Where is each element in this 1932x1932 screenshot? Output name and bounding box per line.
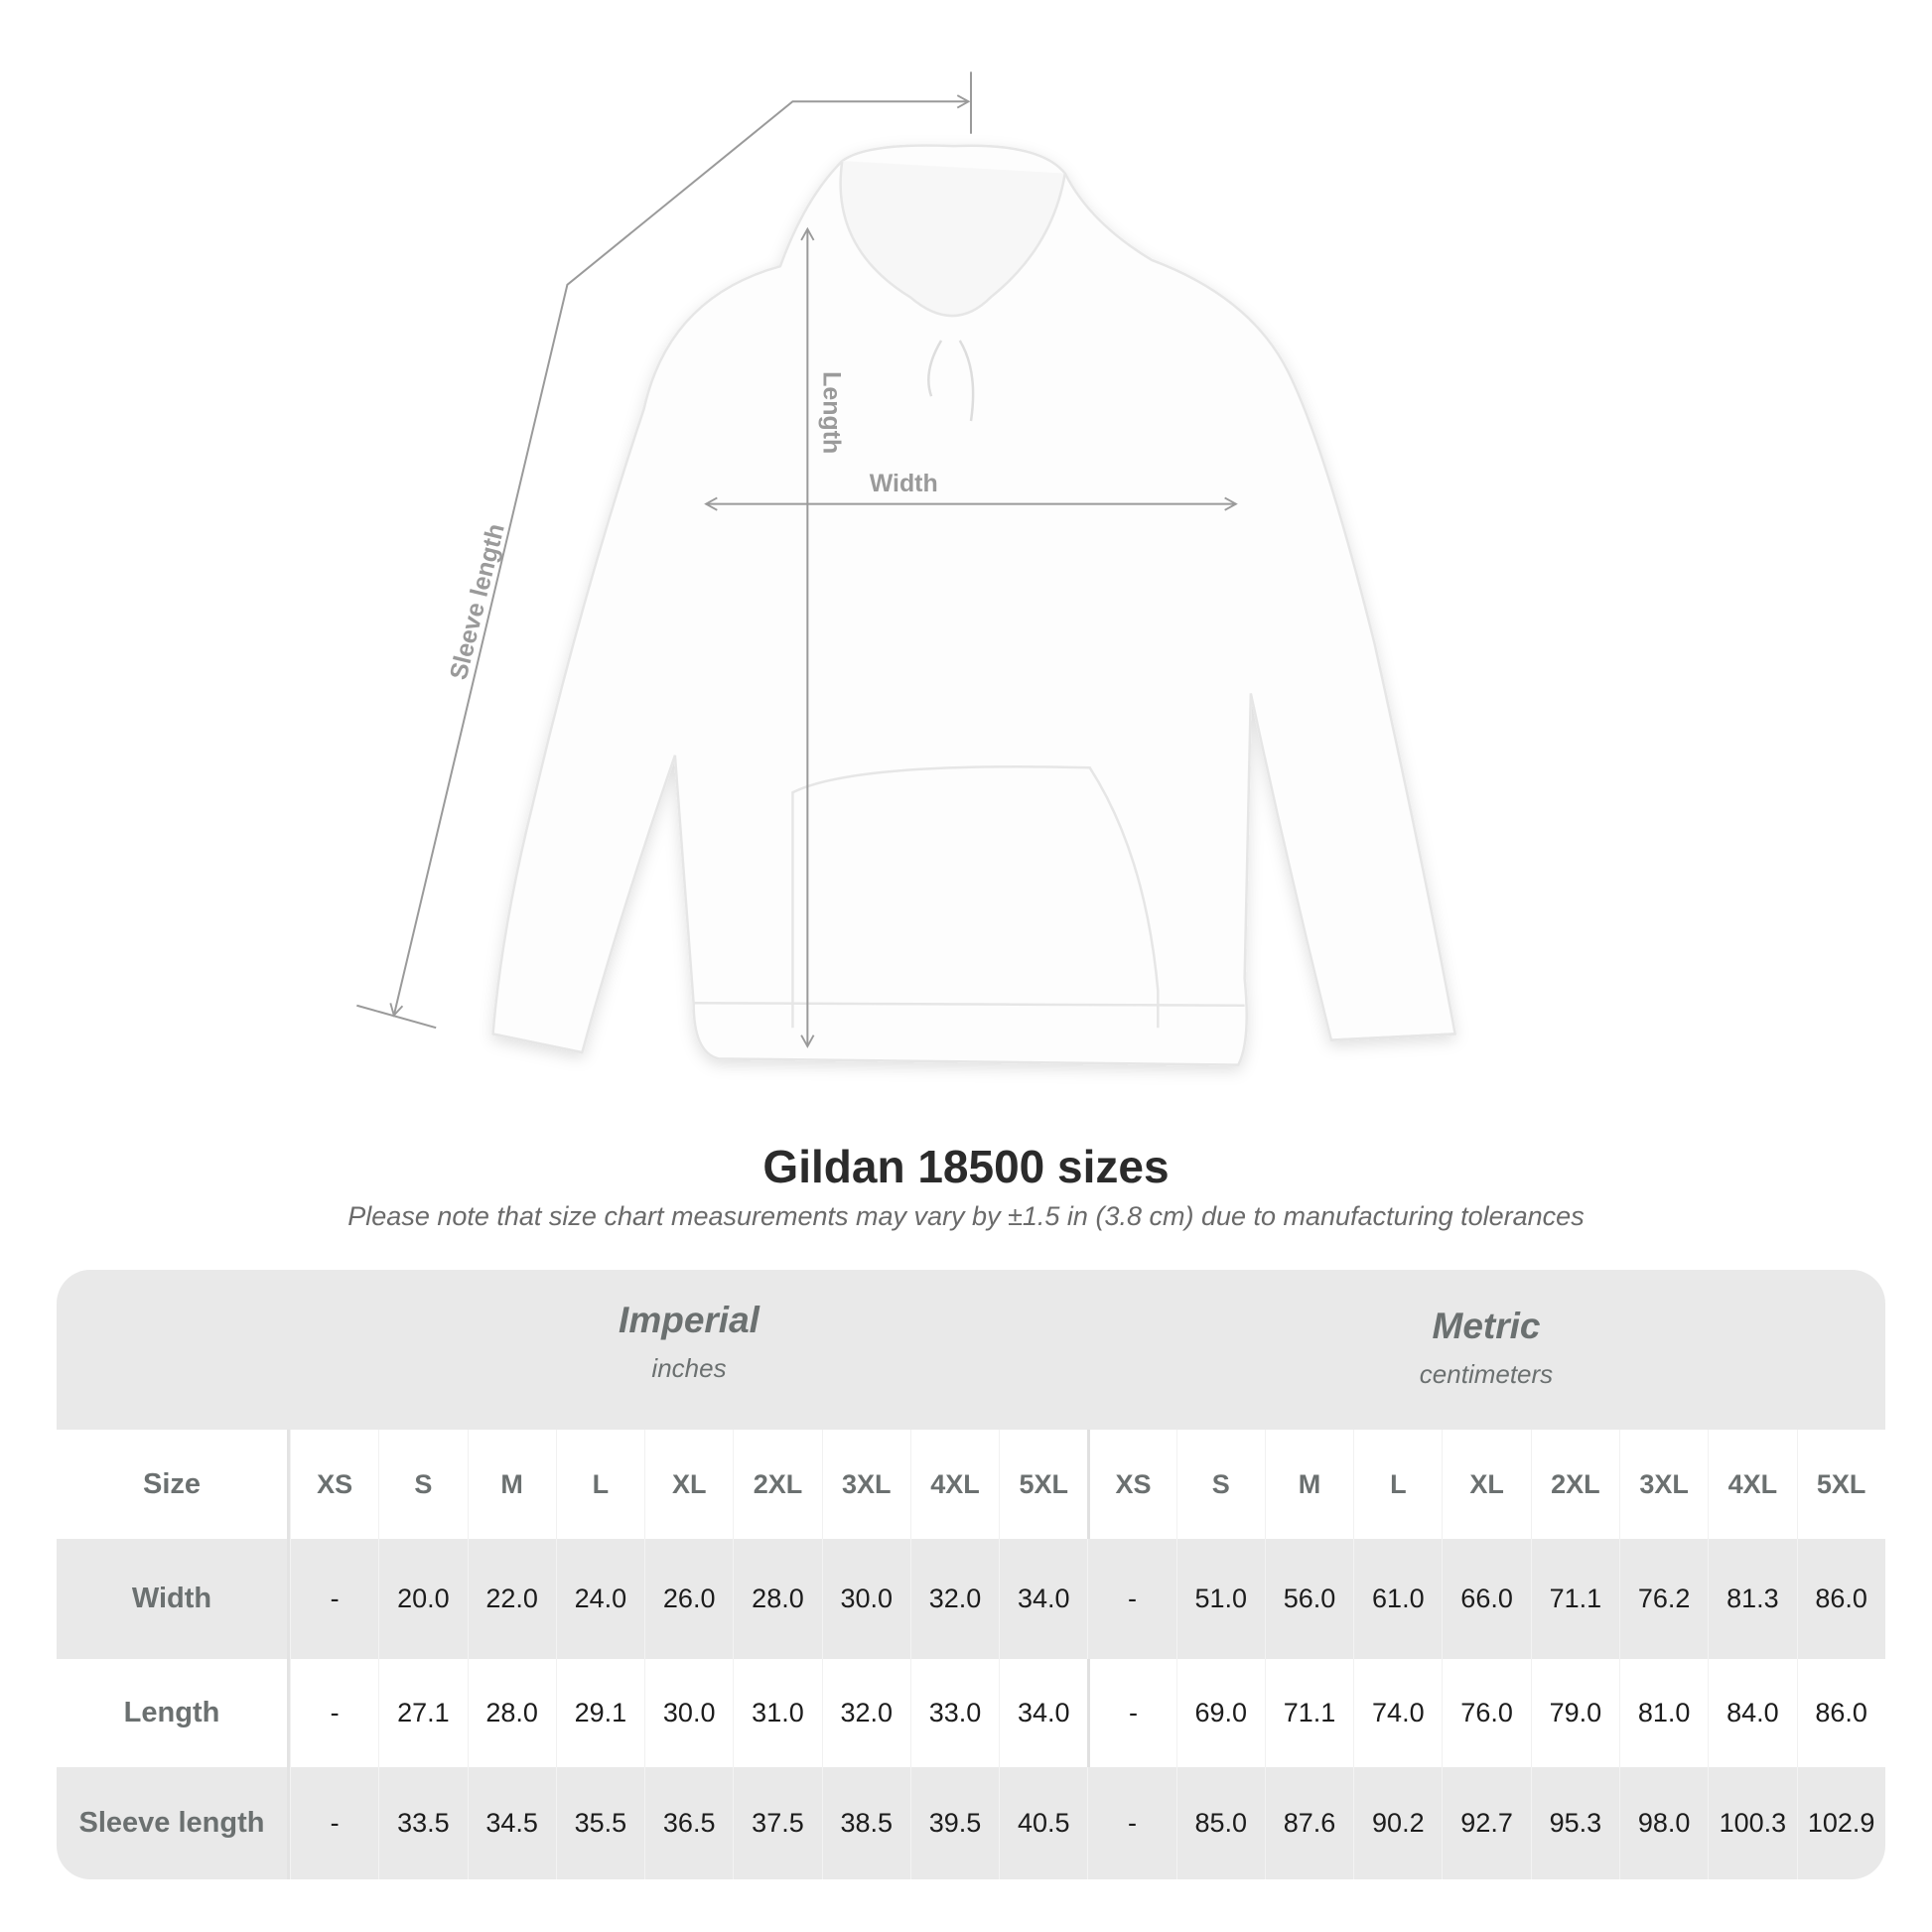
metric-value-cell: 74.0 [1353, 1659, 1442, 1767]
imperial-size-header: XS [290, 1430, 378, 1539]
metric-value-cell: 102.9 [1796, 1767, 1885, 1879]
hoodie-measurement-diagram: Sleeve length Length Width [356, 71, 1457, 1066]
imperial-value-cell: 28.0 [733, 1539, 821, 1659]
table-row-size: Size XS S M L XL 2XL 3XL 4XL 5XL XS S M L XL 2XL 3XL 4XL 5… [57, 1430, 1885, 1539]
metric-size-header: 2XL [1530, 1430, 1619, 1539]
metric-size-header: 3XL [1618, 1430, 1708, 1539]
metric-value-cell: - [1087, 1767, 1175, 1879]
row-label: Sleeve length [57, 1767, 290, 1879]
imperial-value-cell: 27.1 [378, 1659, 467, 1767]
sleeve-length-line [389, 94, 971, 1018]
imperial-size-header: 4XL [909, 1430, 999, 1539]
imperial-value-cell: 38.5 [821, 1767, 910, 1879]
imperial-title: Imperial [619, 1300, 759, 1340]
length-label: Length [818, 371, 846, 454]
metric-value-cell: 79.0 [1530, 1659, 1619, 1767]
imperial-value-cell: 35.5 [555, 1767, 644, 1879]
metric-size-header: M [1264, 1430, 1353, 1539]
table-row-width: Width -20.0 22.0 24.0 26.0 28.0 30.0 32.0 34.0-5… [57, 1539, 1885, 1659]
size-table: Imperial inches Metric centimeters Size X… [57, 1270, 1885, 1879]
imperial-size-header: 2XL [733, 1430, 821, 1539]
metric-size-header: L [1353, 1430, 1442, 1539]
imperial-value-cell: 24.0 [555, 1539, 644, 1659]
table-header-band [57, 1270, 1885, 1430]
width-label: Width [870, 470, 938, 497]
imperial-value-cell: - [290, 1767, 378, 1879]
imperial-unit: inches [651, 1353, 727, 1383]
imperial-value-cell: 37.5 [733, 1767, 821, 1879]
metric-value-cell: 92.7 [1442, 1767, 1530, 1879]
metric-value-cell: 81.0 [1618, 1659, 1708, 1767]
metric-unit: centimeters [1419, 1359, 1554, 1389]
imperial-value-cell: 28.0 [467, 1659, 556, 1767]
imperial-value-cell: 26.0 [644, 1539, 733, 1659]
imperial-value-cell: 31.0 [733, 1659, 821, 1767]
metric-value-cell: 51.0 [1175, 1539, 1265, 1659]
metric-size-header: XL [1442, 1430, 1530, 1539]
imperial-value-cell: 30.0 [821, 1539, 910, 1659]
metric-value-cell: - [1087, 1539, 1175, 1659]
imperial-value-cell: 40.5 [999, 1767, 1087, 1879]
imperial-group: Imperial inches [290, 1300, 1088, 1384]
metric-value-cell: 61.0 [1353, 1539, 1442, 1659]
imperial-size-header: 5XL [999, 1430, 1087, 1539]
table-row-length: Length -27.1 28.0 29.1 30.0 31.0 32.0 33.0 34.0-… [57, 1659, 1885, 1767]
metric-value-cell: 56.0 [1264, 1539, 1353, 1659]
imperial-value-cell: 29.1 [555, 1659, 644, 1767]
imperial-value-cell: 32.0 [909, 1539, 999, 1659]
imperial-size-header: 3XL [821, 1430, 910, 1539]
metric-size-header: XS [1087, 1430, 1175, 1539]
imperial-value-cell: 20.0 [378, 1539, 467, 1659]
row-label: Width [57, 1539, 290, 1659]
table-row-sleeve-length: Sleeve length -33.5 34.5 35.5 36.5 37.5 38.5 39… [57, 1767, 1885, 1879]
sleeve-bottom-tick [356, 1004, 437, 1030]
imperial-value-cell: 34.0 [999, 1539, 1087, 1659]
imperial-value-cell: 32.0 [821, 1659, 910, 1767]
imperial-value-cell: 39.5 [909, 1767, 999, 1879]
imperial-size-header: L [555, 1430, 644, 1539]
imperial-size-header: M [467, 1430, 556, 1539]
metric-size-header: S [1175, 1430, 1265, 1539]
metric-value-cell: 86.0 [1796, 1539, 1885, 1659]
metric-value-cell: 98.0 [1618, 1767, 1708, 1879]
sleeve-length-label: Sleeve length [445, 521, 510, 683]
metric-value-cell: 71.1 [1530, 1539, 1619, 1659]
page-title: Gildan 18500 sizes [762, 1141, 1170, 1192]
metric-size-header: 4XL [1708, 1430, 1796, 1539]
metric-title: Metric [1432, 1306, 1541, 1346]
metric-size-header: 5XL [1796, 1430, 1885, 1539]
imperial-value-cell: - [290, 1539, 378, 1659]
imperial-value-cell: 30.0 [644, 1659, 733, 1767]
hoodie-image [491, 144, 1457, 1066]
row-label: Length [57, 1659, 290, 1767]
imperial-value-cell: 34.5 [467, 1767, 556, 1879]
metric-value-cell: 100.3 [1708, 1767, 1796, 1879]
metric-group: Metric centimeters [1087, 1306, 1885, 1390]
metric-value-cell: 86.0 [1796, 1659, 1885, 1767]
metric-value-cell: 71.1 [1264, 1659, 1353, 1767]
metric-value-cell: 95.3 [1530, 1767, 1619, 1879]
metric-value-cell: 87.6 [1264, 1767, 1353, 1879]
imperial-value-cell: 22.0 [467, 1539, 556, 1659]
metric-value-cell: 76.0 [1442, 1659, 1530, 1767]
metric-value-cell: 81.3 [1708, 1539, 1796, 1659]
imperial-value-cell: - [290, 1659, 378, 1767]
metric-value-cell: 90.2 [1353, 1767, 1442, 1879]
imperial-value-cell: 34.0 [999, 1659, 1087, 1767]
imperial-value-cell: 33.5 [378, 1767, 467, 1879]
imperial-value-cell: 36.5 [644, 1767, 733, 1879]
row-label: Size [57, 1430, 290, 1539]
measurement-lines [356, 71, 1238, 1048]
tolerance-note: Please note that size chart measurements… [347, 1201, 1585, 1231]
metric-value-cell: 76.2 [1618, 1539, 1708, 1659]
metric-value-cell: 69.0 [1175, 1659, 1265, 1767]
metric-value-cell: 84.0 [1708, 1659, 1796, 1767]
imperial-size-header: XL [644, 1430, 733, 1539]
imperial-value-cell: 33.0 [909, 1659, 999, 1767]
metric-value-cell: 66.0 [1442, 1539, 1530, 1659]
metric-value-cell: - [1087, 1659, 1175, 1767]
imperial-size-header: S [378, 1430, 467, 1539]
metric-value-cell: 85.0 [1175, 1767, 1265, 1879]
